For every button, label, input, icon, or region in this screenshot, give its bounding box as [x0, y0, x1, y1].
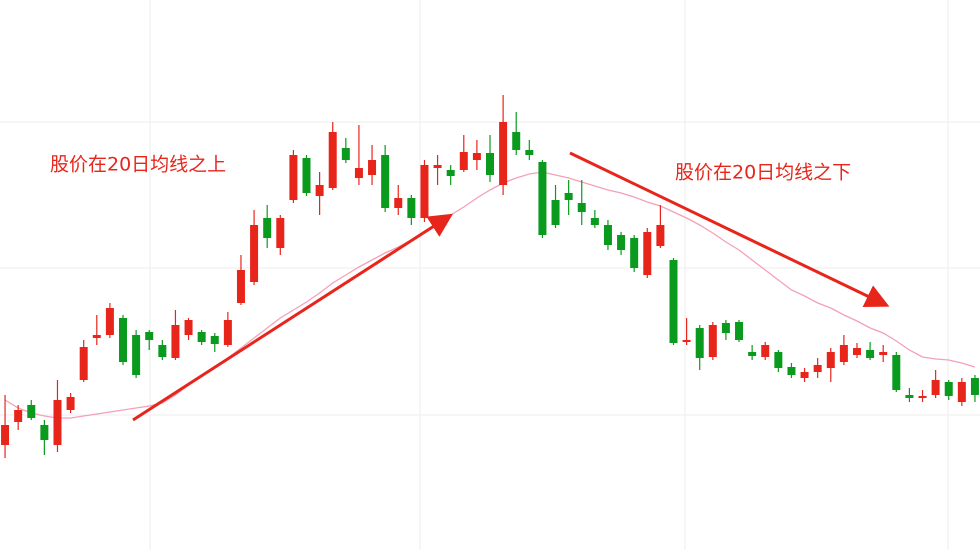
candle-body — [27, 405, 36, 418]
candle-body — [184, 320, 193, 335]
candle-body — [105, 308, 114, 335]
candle-body — [433, 165, 442, 168]
candle-body — [892, 355, 901, 390]
candle-body — [263, 218, 272, 238]
candle-body — [852, 348, 861, 355]
candle-body — [223, 320, 232, 345]
candle-body — [603, 225, 612, 245]
candle-body — [774, 352, 783, 368]
candle-body — [643, 232, 652, 275]
candle-body — [132, 335, 141, 375]
candle-body — [210, 336, 219, 344]
candle-body — [368, 160, 377, 175]
candle-body — [866, 350, 875, 358]
candle-body — [341, 148, 350, 160]
candle-body — [931, 380, 940, 395]
candle-body — [446, 170, 455, 176]
candle-body — [53, 400, 62, 445]
candle-body — [748, 352, 757, 356]
candle-body — [66, 397, 75, 410]
candle-body — [617, 235, 626, 250]
candle-body — [354, 168, 363, 178]
candle-body — [800, 372, 809, 378]
candle-body — [420, 165, 429, 218]
candle-body — [564, 193, 573, 200]
candle-body — [14, 410, 23, 422]
candle-body — [394, 198, 403, 208]
candle-body — [630, 238, 639, 268]
candle-body — [119, 318, 128, 362]
candle-body — [695, 328, 704, 358]
candle-body — [459, 152, 468, 170]
candle-body — [407, 198, 416, 218]
candle-body — [682, 340, 691, 342]
candle-body — [328, 132, 337, 188]
candle-body — [525, 150, 534, 155]
candle-body — [302, 158, 311, 193]
candle-body — [905, 395, 914, 398]
candle-body — [957, 382, 966, 402]
candle-body — [669, 260, 678, 343]
candle-body — [486, 153, 494, 175]
candle-body — [590, 218, 599, 225]
candle-body — [944, 382, 953, 396]
candle-body — [551, 200, 560, 225]
plot — [1, 95, 979, 458]
candle-body — [79, 347, 88, 380]
candle-body — [197, 332, 206, 342]
candle-body — [1, 425, 10, 445]
candle-body — [92, 335, 101, 338]
candle-body — [708, 325, 717, 357]
candle-body — [40, 425, 49, 440]
candle-body — [970, 378, 979, 395]
candle-body — [236, 270, 245, 303]
candle-body — [918, 396, 927, 398]
candle-body — [499, 122, 508, 185]
candle-body — [289, 155, 298, 200]
candle-body — [656, 225, 665, 246]
candle-body — [538, 162, 547, 235]
candle-body — [761, 345, 770, 357]
candle-body — [276, 218, 285, 248]
candle-body — [839, 345, 848, 362]
candle-body — [171, 325, 180, 358]
candle-body — [813, 365, 822, 372]
candle-body — [381, 155, 390, 208]
annotation: 股价在20日均线之下 — [675, 162, 851, 184]
candle-body — [315, 185, 324, 196]
annotation: 股价在20日均线之上 — [50, 154, 226, 176]
trend-arrow — [569, 151, 890, 308]
candle-body — [472, 153, 481, 160]
moving-average-line — [4, 171, 976, 419]
candle-body — [145, 332, 154, 340]
candle-body — [787, 367, 796, 375]
candle-body — [879, 352, 888, 355]
candle-body — [512, 132, 521, 150]
candle-body — [577, 203, 586, 212]
candle-body — [158, 345, 167, 357]
candle-body — [721, 323, 730, 333]
candle-body — [735, 322, 744, 340]
candle-body — [826, 352, 835, 368]
trend-arrow — [132, 213, 454, 422]
candle-body — [250, 225, 259, 282]
